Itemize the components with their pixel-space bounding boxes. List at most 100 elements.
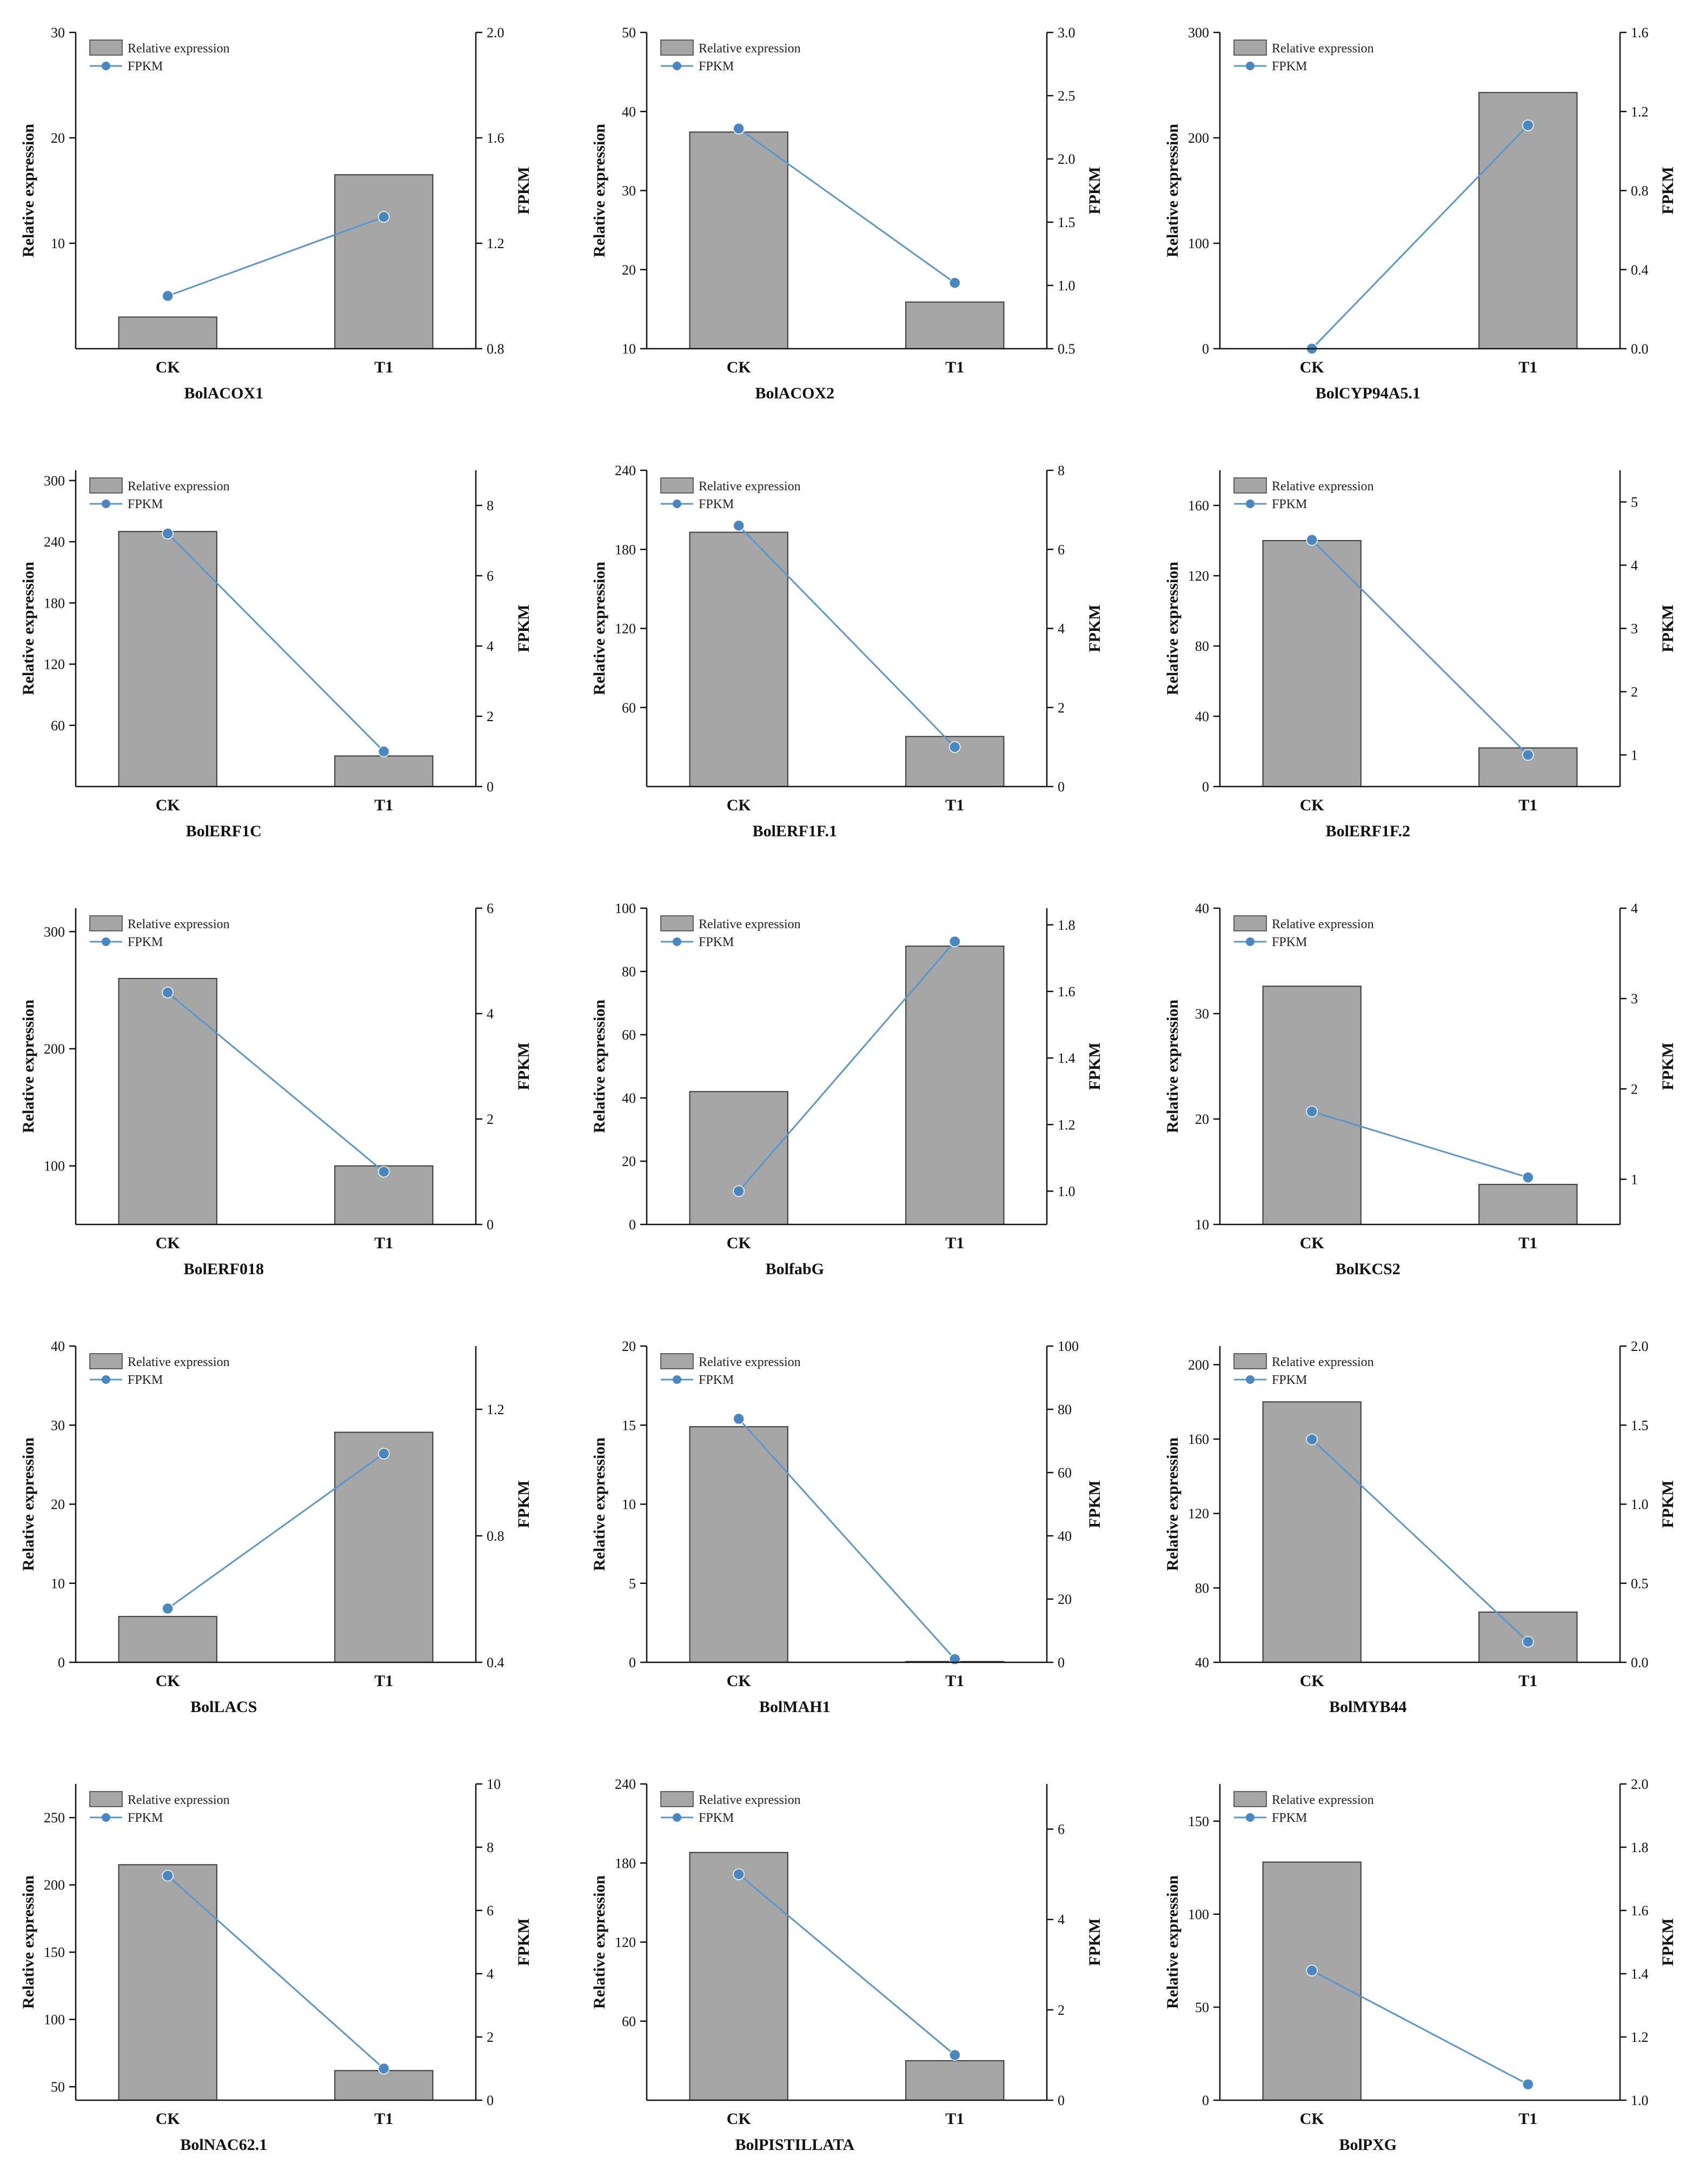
fpkm-line xyxy=(738,941,955,1192)
legend-line-label: FPKM xyxy=(1272,1373,1307,1387)
left-tick-label: 0 xyxy=(629,1655,636,1670)
right-tick-label: 3 xyxy=(1631,991,1638,1007)
left-tick-label: 200 xyxy=(44,1877,65,1893)
legend-line-marker xyxy=(1246,937,1254,946)
fpkm-line xyxy=(167,532,384,753)
legend-line-marker xyxy=(673,62,681,70)
left-tick-label: 10 xyxy=(622,341,636,357)
legend-bar-label: Relative expression xyxy=(699,42,801,56)
left-axis-title: Relative expression xyxy=(1164,124,1181,257)
left-axis-title: Relative expression xyxy=(19,1875,37,2009)
legend-bar-swatch xyxy=(89,1353,123,1369)
right-tick-label: 1.0 xyxy=(1058,278,1076,294)
right-tick-label: 1.4 xyxy=(1631,1966,1649,1982)
left-tick-label: 30 xyxy=(1195,1006,1209,1022)
right-tick-label: 5 xyxy=(1631,495,1638,510)
fpkm-point-t1 xyxy=(1522,749,1534,761)
bar-ck xyxy=(1262,540,1362,787)
category-label: CK xyxy=(1300,1234,1325,1252)
gene-name: BolKCS2 xyxy=(1336,1260,1400,1278)
bar-ck xyxy=(118,1864,217,2101)
category-label: CK xyxy=(156,1234,181,1252)
chart-panel: 0 20 40 60 80 100 1.0 1.2 1.4 1.6 1.8 CK T1 BolfabG Re… xyxy=(590,901,1104,1278)
right-axis-title: FPKM xyxy=(1659,1480,1677,1528)
category-label: CK xyxy=(156,1672,181,1690)
gene-name: BolMAH1 xyxy=(759,1698,831,1716)
fpkm-point-t1 xyxy=(378,211,390,223)
category-label: T1 xyxy=(945,2110,964,2128)
left-tick-label: 80 xyxy=(1195,1580,1209,1596)
bar-ck xyxy=(689,1852,788,2101)
left-axis-title: Relative expression xyxy=(590,124,608,257)
right-tick-label: 2 xyxy=(1058,2002,1065,2018)
right-tick-label: 1.0 xyxy=(1631,1497,1649,1513)
bar-ck xyxy=(689,131,788,349)
left-tick-label: 100 xyxy=(44,1158,65,1174)
fpkm-point-ck xyxy=(733,520,745,532)
left-tick-label: 60 xyxy=(622,2014,636,2029)
bar-ck xyxy=(689,531,788,787)
right-tick-label: 2 xyxy=(487,2029,494,2045)
left-tick-label: 15 xyxy=(622,1417,636,1433)
fpkm-line xyxy=(1311,1969,1529,2086)
category-label: CK xyxy=(156,2110,181,2128)
category-label: T1 xyxy=(945,358,964,376)
category-label: CK xyxy=(727,1234,752,1252)
right-tick-label: 6 xyxy=(1058,1822,1065,1837)
right-tick-label: 1.5 xyxy=(1631,1417,1649,1433)
chart-panel: 10 20 30 40 1 2 3 4 CK T1 BolKCS2 Relative expressi… xyxy=(1164,901,1677,1278)
right-axis-title: FPKM xyxy=(1659,604,1677,652)
legend-bar-swatch xyxy=(660,39,694,56)
bar-t1 xyxy=(334,2070,434,2101)
right-axis-title: FPKM xyxy=(515,1042,533,1090)
legend-bar-label: Relative expression xyxy=(128,42,230,56)
left-axis-title: Relative expression xyxy=(590,562,608,695)
right-tick-label: 0 xyxy=(487,779,494,795)
left-tick-label: 10 xyxy=(1195,1217,1209,1233)
left-tick-label: 40 xyxy=(622,1090,636,1106)
fpkm-point-ck xyxy=(1306,1965,1318,1976)
fpkm-point-ck xyxy=(733,1413,745,1425)
right-tick-label: 1.8 xyxy=(1631,1840,1649,1855)
fpkm-point-t1 xyxy=(1522,119,1534,131)
fpkm-line xyxy=(167,216,384,297)
legend: Relative expression FPKM xyxy=(660,1353,801,1387)
bar-ck xyxy=(118,1616,217,1663)
right-tick-label: 8 xyxy=(487,498,494,514)
left-tick-label: 30 xyxy=(51,1417,65,1433)
right-axis-title: FPKM xyxy=(515,1480,533,1528)
legend-bar-label: Relative expression xyxy=(699,1355,801,1369)
legend-bar-label: Relative expression xyxy=(699,480,801,494)
right-tick-label: 1 xyxy=(1631,1171,1638,1187)
chart-panel: 10 20 30 0.8 1.2 1.6 2.0 CK T1 BolACOX1 Relative e… xyxy=(19,25,533,402)
bar-ck xyxy=(1262,1861,1362,2101)
right-tick-label: 1.0 xyxy=(1058,1183,1076,1199)
chart-panel: 60 120 180 240 0 2 4 6 8 CK T1 BolERF1F.1 Relative e… xyxy=(590,463,1104,840)
right-tick-label: 3 xyxy=(1631,621,1638,637)
left-tick-label: 100 xyxy=(1188,236,1209,251)
right-tick-label: 0.5 xyxy=(1631,1576,1649,1592)
left-axis-title: Relative expression xyxy=(19,124,37,257)
legend: Relative expression FPKM xyxy=(89,1353,230,1387)
left-tick-label: 60 xyxy=(51,718,65,734)
left-tick-label: 5 xyxy=(629,1576,636,1592)
fpkm-point-ck xyxy=(162,1869,174,1882)
legend-line-marker xyxy=(102,500,110,508)
gene-name: BolLACS xyxy=(190,1698,257,1716)
right-tick-label: 2 xyxy=(487,709,494,724)
right-tick-label: 8 xyxy=(487,1840,494,1855)
legend-line-marker xyxy=(673,1375,681,1384)
right-tick-label: 2.0 xyxy=(1631,1339,1649,1354)
left-tick-label: 50 xyxy=(51,2079,65,2095)
legend-line-label: FPKM xyxy=(1272,59,1307,74)
chart-panel: 50 100 150 200 250 0 2 4 6 8 10 CK T1 BolNAC62.1 Relat… xyxy=(19,1776,533,2154)
chart-panel: 60 120 180 240 0 2 4 6 CK T1 BolPISTILLATA Relative… xyxy=(590,1776,1104,2154)
gene-name: BolERF018 xyxy=(184,1260,264,1278)
left-tick-label: 30 xyxy=(51,25,65,41)
category-label: CK xyxy=(156,358,181,376)
fpkm-line xyxy=(1311,124,1529,350)
legend-bar-label: Relative expression xyxy=(128,1793,230,1807)
chart-panel: 0 5 10 15 20 0 20 40 60 80 100 CK T1 BolMAH1 Relative … xyxy=(590,1339,1104,1716)
legend: Relative expression FPKM xyxy=(660,477,801,511)
legend-bar-swatch xyxy=(660,477,694,494)
